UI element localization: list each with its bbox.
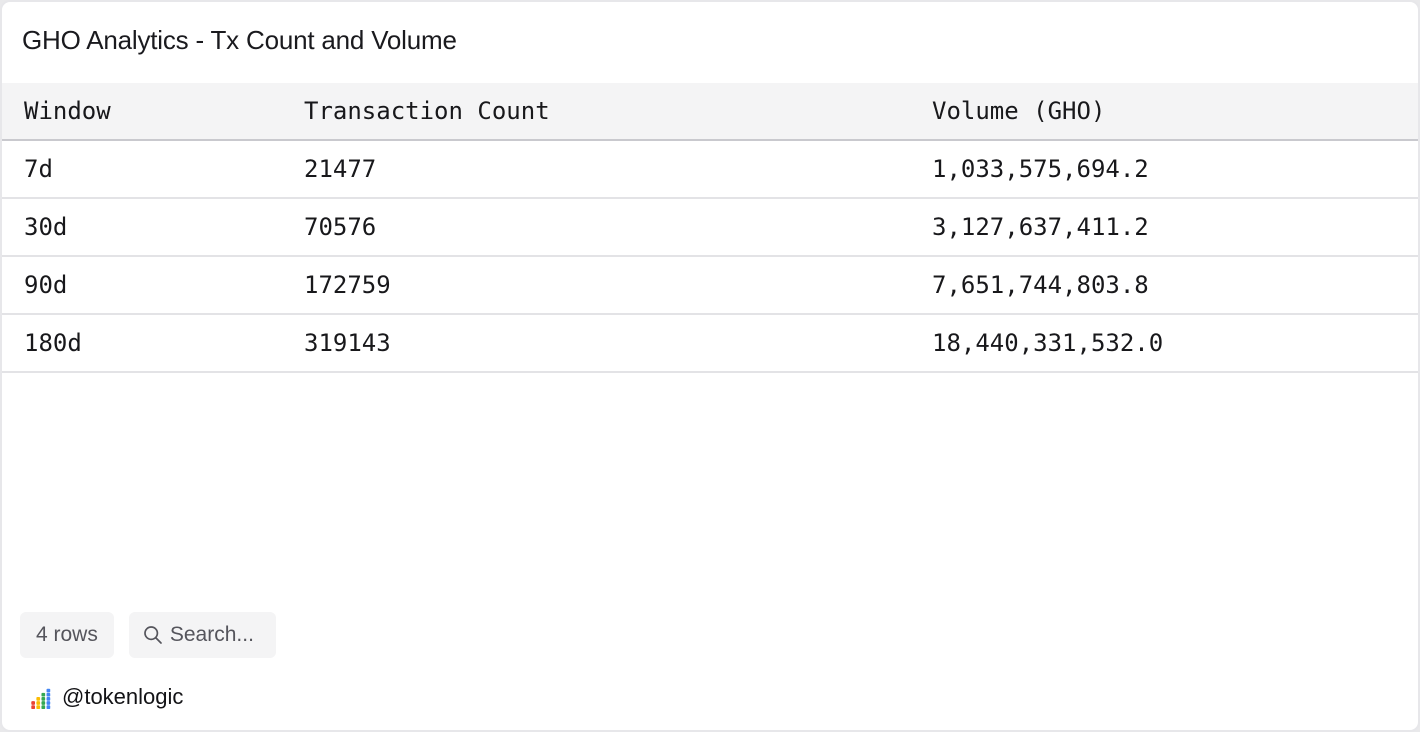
cell-window: 180d: [24, 329, 82, 357]
cell-window: 7d: [24, 155, 53, 183]
table-controls: 4 rows: [2, 612, 1418, 658]
search-input[interactable]: [169, 623, 262, 647]
page-title: GHO Analytics - Tx Count and Volume: [22, 25, 457, 55]
cell-volume: 18,440,331,532.0: [932, 329, 1164, 357]
cell-volume: 1,033,575,694.2: [932, 155, 1149, 183]
column-header-transaction-count[interactable]: Transaction Count: [304, 97, 550, 125]
cell-volume: 7,651,744,803.8: [932, 271, 1149, 299]
search-box[interactable]: [128, 612, 276, 658]
search-icon: [144, 626, 162, 644]
data-table: Window Transaction Count Volume (GHO) 7d…: [2, 83, 1418, 373]
cell-tx-count: 319143: [304, 329, 391, 357]
table-row: 30d 70576 3,127,637,411.2: [2, 199, 1418, 257]
row-count-badge: 4 rows: [20, 612, 114, 658]
table-header-row: Window Transaction Count Volume (GHO): [2, 83, 1418, 141]
bar-chart-icon: [31, 688, 51, 709]
title-bar: GHO Analytics - Tx Count and Volume: [2, 2, 1418, 83]
cell-window: 30d: [24, 213, 68, 241]
cell-tx-count: 172759: [304, 271, 391, 299]
cell-window: 90d: [24, 271, 68, 299]
cell-tx-count: 21477: [304, 155, 377, 183]
table-row: 7d 21477 1,033,575,694.2: [2, 141, 1418, 199]
cell-tx-count: 70576: [304, 213, 377, 241]
cell-volume: 3,127,637,411.2: [932, 213, 1149, 241]
attribution: @tokenlogic: [30, 684, 1418, 710]
column-header-volume[interactable]: Volume (GHO): [932, 97, 1106, 125]
table-row: 180d 319143 18,440,331,532.0: [2, 315, 1418, 373]
table-row: 90d 172759 7,651,744,803.8: [2, 257, 1418, 315]
column-header-window[interactable]: Window: [24, 97, 111, 125]
attribution-link[interactable]: @tokenlogic: [62, 684, 184, 709]
